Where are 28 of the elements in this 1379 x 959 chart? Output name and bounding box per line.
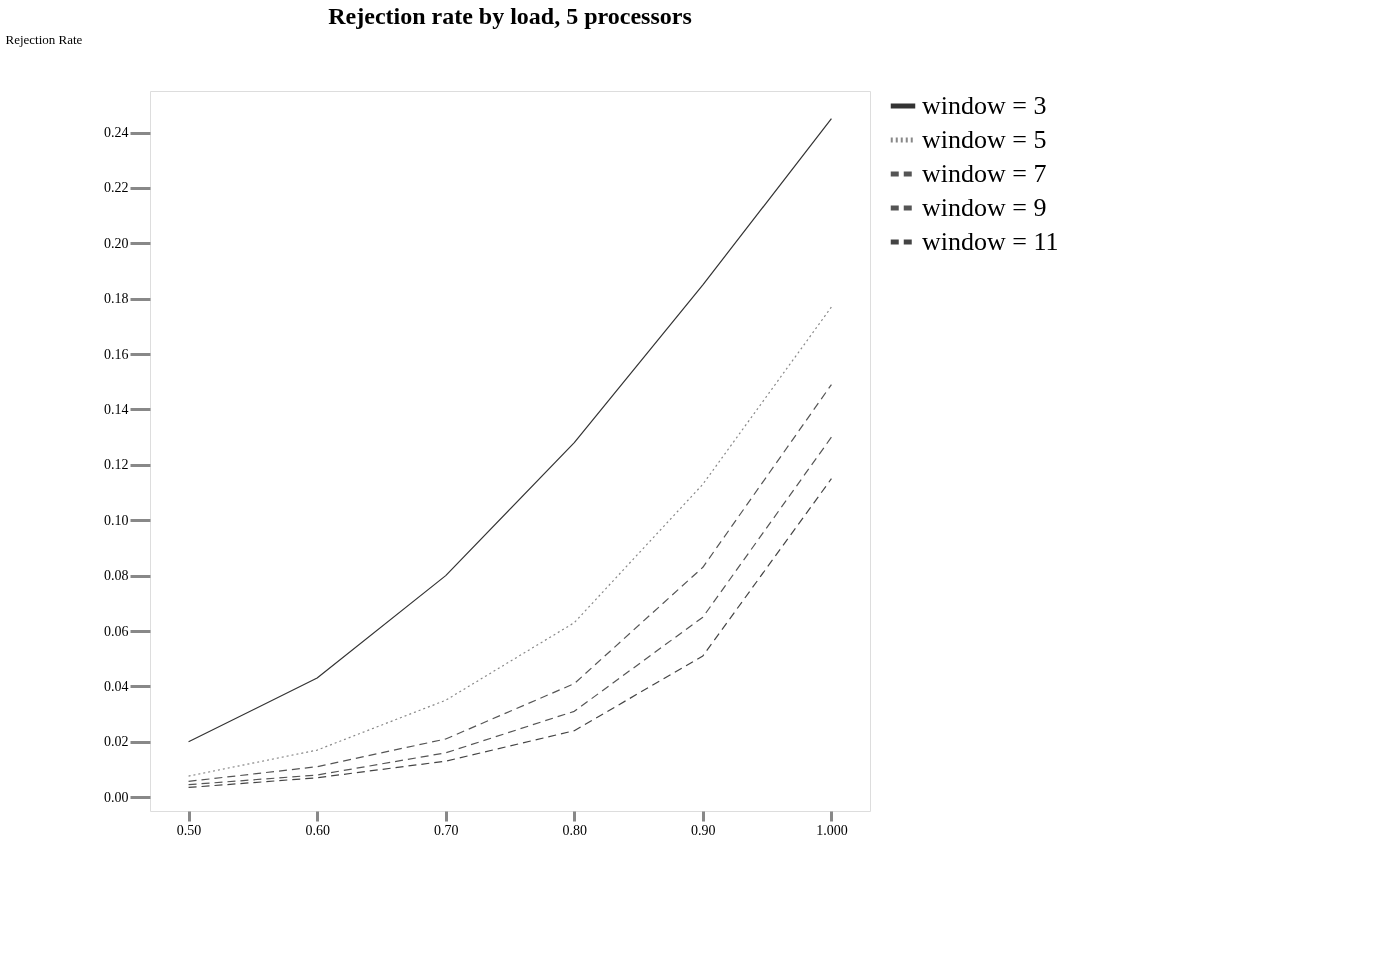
y-tick-label: 0.02 (104, 734, 129, 750)
x-tick-label: 0.50 (176, 822, 202, 838)
y-tick-label: 0.12 (104, 457, 129, 473)
y-tick-label: 0.14 (104, 401, 129, 417)
y-tick-label: 0.04 (104, 678, 129, 694)
y-tick-label: 0.10 (104, 512, 129, 528)
line-series (187, 306, 833, 777)
line-series (187, 118, 833, 743)
x-tick-label: 0.70 (433, 822, 459, 838)
x-tick-label: 0.60 (305, 822, 330, 838)
legend-label: window = 3 (922, 91, 1047, 120)
y-tick-label: 0.18 (104, 291, 129, 307)
y-tick-label: 0.08 (104, 568, 129, 584)
legend-label: window = 9 (922, 193, 1047, 222)
chart-title: Rejection rate by load, 5 processors (328, 3, 692, 29)
y-axis-title: Rejection Rate (5, 31, 83, 47)
x-tick-label: 0.90 (691, 822, 716, 838)
y-tick-label: 0.20 (104, 235, 129, 251)
x-tick-label: 1.000 (816, 822, 848, 838)
y-tick-label: 0.24 (104, 125, 129, 141)
x-tick-label: 0.80 (562, 822, 588, 838)
legend-label: window = 7 (922, 159, 1047, 188)
legend-label: window = 5 (922, 125, 1047, 154)
y-tick-label: 0.16 (104, 346, 129, 362)
y-tick-label: 0.00 (104, 789, 129, 805)
y-tick-label: 0.22 (104, 180, 129, 196)
legend-label: window = 11 (922, 227, 1059, 256)
y-tick-label: 0.06 (104, 623, 129, 639)
